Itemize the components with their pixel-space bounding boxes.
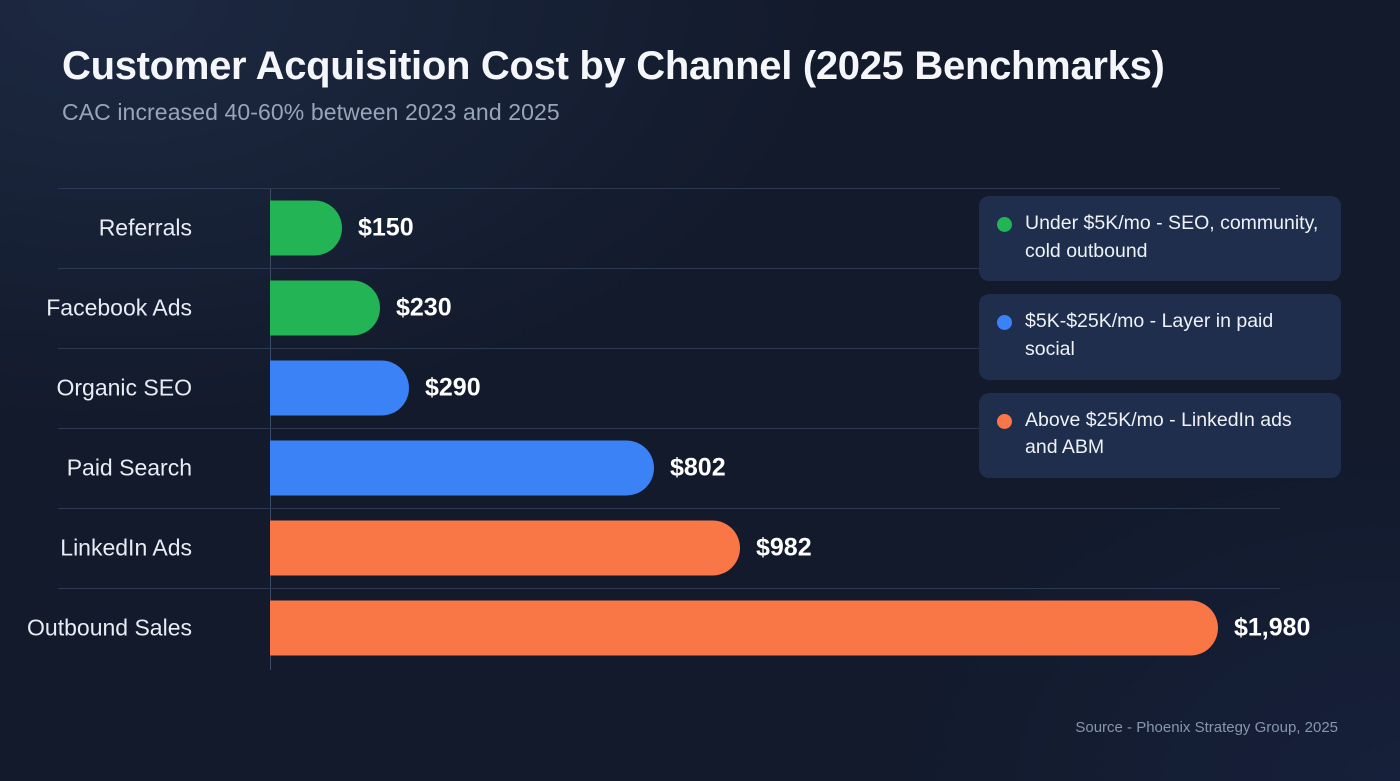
legend-color-dot-icon: [997, 413, 1012, 429]
bar[interactable]: [270, 280, 380, 336]
bar[interactable]: [270, 600, 1218, 656]
legend-item-label: Above $25K/mo - LinkedIn ads and ABM: [1025, 408, 1292, 459]
legend-item-label: $5K-$25K/mo - Layer in paid social: [1025, 310, 1274, 361]
gridline: [58, 268, 1280, 269]
gridline: [58, 508, 1280, 509]
legend-item[interactable]: $5K-$25K/mo - Layer in paid social: [979, 294, 1341, 380]
chart-legend: Under $5K/mo - SEO, community, cold outb…: [979, 196, 1341, 491]
chart-header: Customer Acquisition Cost by Channel (20…: [62, 44, 1165, 126]
bar-value-label: $1,980: [1234, 613, 1311, 642]
gridline: [58, 348, 1280, 349]
category-label: Referrals: [98, 214, 192, 241]
bar-row: Outbound Sales $1,980: [0, 588, 1340, 668]
legend-color-dot-icon: [997, 217, 1012, 232]
bar-value-label: $290: [425, 373, 481, 402]
chart-subtitle: CAC increased 40-60% between 2023 and 20…: [62, 99, 560, 125]
bar-value-label: $982: [756, 533, 812, 562]
bar[interactable]: [270, 360, 409, 416]
category-label: Outbound Sales: [27, 614, 192, 641]
bar-value-label: $802: [670, 453, 726, 482]
y-axis-line: [270, 188, 271, 670]
source-note: Source - Phoenix Strategy Group, 2025: [1075, 719, 1338, 736]
legend-item[interactable]: Under $5K/mo - SEO, community, cold outb…: [979, 196, 1341, 282]
bar-row: Referrals $150: [0, 188, 1340, 268]
bar[interactable]: [270, 200, 342, 256]
gridline: [58, 428, 1280, 429]
legend-item-label: Under $5K/mo - SEO, community, cold outb…: [1025, 212, 1319, 262]
category-label: Organic SEO: [56, 374, 193, 401]
gridline: [58, 588, 1280, 589]
legend-color-dot-icon: [997, 315, 1012, 331]
bar-value-label: $150: [358, 213, 414, 242]
legend-item[interactable]: Above $25K/mo - LinkedIn ads and ABM: [979, 392, 1341, 479]
category-label: LinkedIn Ads: [60, 534, 192, 561]
bar[interactable]: [270, 520, 740, 576]
bar-chart: Referrals $150 Facebook Ads $230 Organic SEO…: [0, 188, 1400, 673]
bar-row: Organic SEO $290: [0, 348, 1340, 428]
bar-row: LinkedIn Ads $982: [0, 508, 1340, 588]
bar[interactable]: [270, 440, 654, 496]
bar-row: Paid Search $802: [0, 428, 1340, 508]
chart-title: Customer Acquisition Cost by Channel (20…: [62, 44, 1165, 88]
category-label: Facebook Ads: [46, 294, 192, 321]
category-label: Paid Search: [66, 454, 192, 481]
gridline: [58, 188, 1280, 189]
bar-row: Facebook Ads $230: [0, 268, 1340, 348]
bar-value-label: $230: [396, 293, 452, 322]
